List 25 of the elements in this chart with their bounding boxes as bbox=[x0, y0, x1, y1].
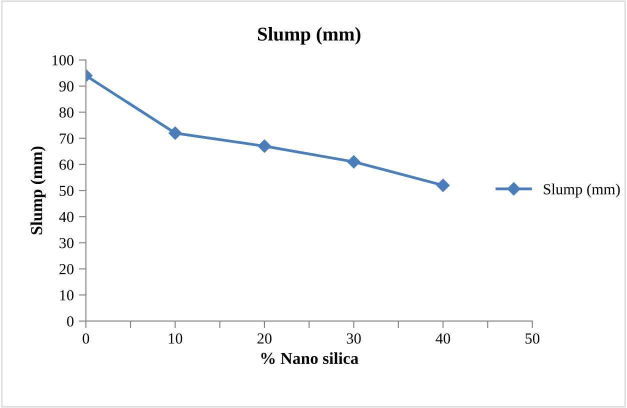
y-tick-label: 100 bbox=[52, 55, 74, 66]
point bbox=[436, 178, 450, 192]
y-tick-label: 50 bbox=[60, 186, 74, 196]
point bbox=[168, 126, 182, 140]
y-tick-label: 60 bbox=[59, 160, 74, 170]
y-tick-label: 10 bbox=[60, 290, 74, 300]
x-tick-label: 10 bbox=[168, 333, 182, 344]
y-tick-label: 30 bbox=[60, 238, 74, 248]
point bbox=[347, 155, 360, 168]
x-tick-label: 50 bbox=[526, 333, 540, 344]
x-tick-label: 0 bbox=[82, 333, 90, 344]
y-tick-label: 0 bbox=[67, 316, 74, 327]
point bbox=[258, 140, 272, 153]
chart-title: Slump (mm) bbox=[258, 27, 360, 45]
x-tick-label: 40 bbox=[436, 333, 450, 344]
x-tick-label: 30 bbox=[346, 333, 361, 344]
y-tick-label: 90 bbox=[59, 81, 74, 92]
y-tick-label: 70 bbox=[60, 133, 74, 144]
y-tick-label: 80 bbox=[59, 107, 74, 118]
y-tick-label: 20 bbox=[59, 264, 74, 274]
legend-label: Slump (mm) bbox=[544, 184, 620, 198]
x-axis-title: % Nano silica bbox=[261, 352, 358, 364]
y-axis-title: Slump (mm) bbox=[30, 146, 46, 234]
x-tick-label: 20 bbox=[258, 333, 272, 344]
y-tick-label: 40 bbox=[59, 212, 74, 222]
